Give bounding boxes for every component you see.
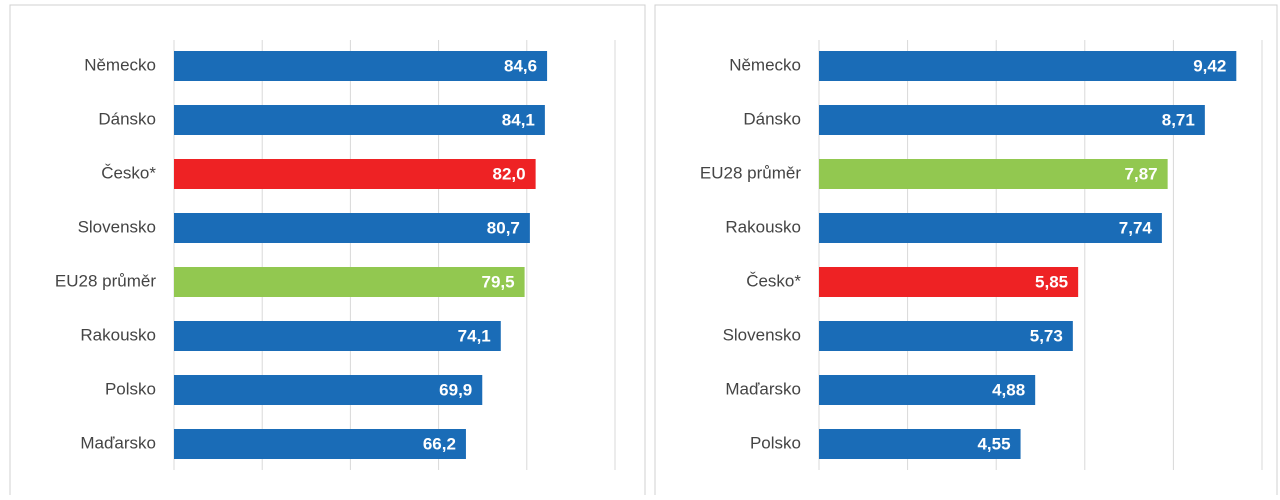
value-label: 84,1 xyxy=(502,110,535,129)
category-label: EU28 průměr xyxy=(55,271,156,290)
category-label: Dánsko xyxy=(98,109,156,128)
category-label: Polsko xyxy=(750,433,801,452)
value-label: 7,74 xyxy=(1119,218,1153,237)
category-label: Německo xyxy=(729,55,801,74)
bar xyxy=(819,213,1162,243)
category-label: Německo xyxy=(84,55,156,74)
category-label: Česko* xyxy=(101,163,156,182)
bar xyxy=(819,429,1021,459)
bar xyxy=(174,213,530,243)
category-label: Slovensko xyxy=(723,325,801,344)
category-label: Polsko xyxy=(105,379,156,398)
value-label: 66,2 xyxy=(423,434,456,453)
value-label: 8,71 xyxy=(1162,110,1195,129)
bar xyxy=(819,267,1079,297)
value-label: 4,55 xyxy=(977,434,1010,453)
bar xyxy=(819,51,1237,81)
category-label: Česko* xyxy=(746,271,801,290)
category-label: Dánsko xyxy=(743,109,801,128)
category-label: Maďarsko xyxy=(725,379,801,398)
category-label: Slovensko xyxy=(78,217,156,236)
category-label: Rakousko xyxy=(725,217,801,236)
panel-right xyxy=(654,4,1278,500)
bar xyxy=(819,375,1036,405)
category-label: Rakousko xyxy=(80,325,156,344)
value-label: 84,6 xyxy=(504,56,537,75)
value-label: 79,5 xyxy=(482,272,515,291)
bar xyxy=(819,105,1205,135)
value-label: 7,87 xyxy=(1125,164,1158,183)
bar xyxy=(174,267,525,297)
bar xyxy=(174,51,548,81)
bar xyxy=(819,159,1168,189)
bar xyxy=(174,159,536,189)
bar xyxy=(174,105,545,135)
value-label: 5,73 xyxy=(1030,326,1063,345)
category-label: EU28 průměr xyxy=(700,163,801,182)
value-label: 5,85 xyxy=(1035,272,1068,291)
value-label: 4,88 xyxy=(992,380,1025,399)
value-label: 69,9 xyxy=(439,380,472,399)
value-label: 82,0 xyxy=(493,164,526,183)
bar xyxy=(819,321,1073,351)
value-label: 74,1 xyxy=(458,326,491,345)
panel-left xyxy=(9,4,646,500)
bar xyxy=(174,375,483,405)
value-label: 9,42 xyxy=(1193,56,1226,75)
bar xyxy=(174,429,466,459)
category-label: Maďarsko xyxy=(80,433,156,452)
bar xyxy=(174,321,501,351)
value-label: 80,7 xyxy=(487,218,520,237)
